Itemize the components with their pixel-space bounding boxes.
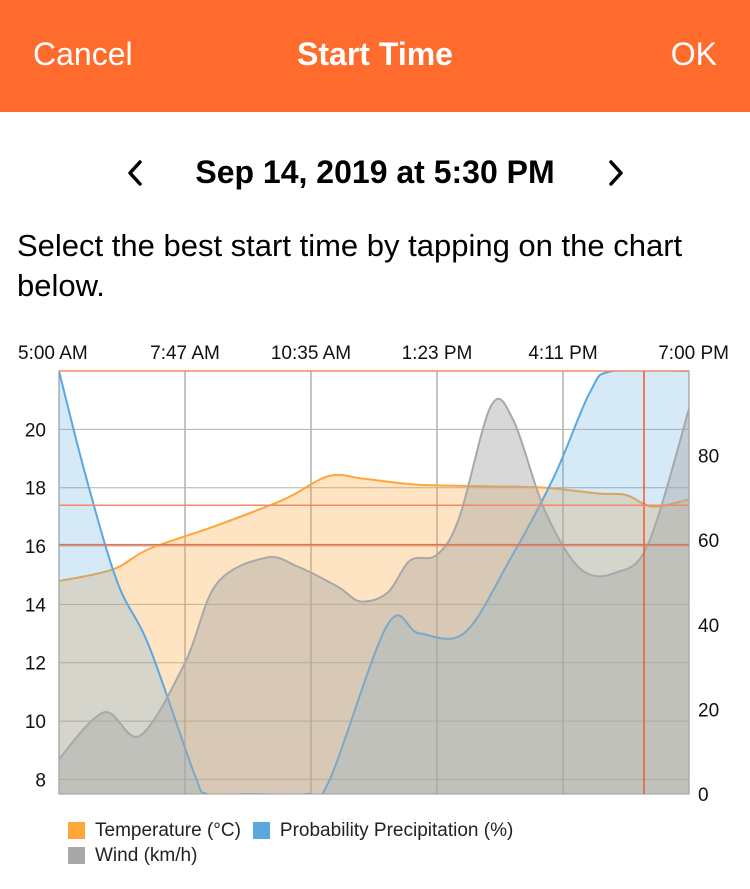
weather-chart[interactable]: 5:00 AM 7:47 AM 10:35 AM 1:23 PM 4:11 PM 7:00… — [0, 330, 750, 810]
right-tick-label: 0 — [698, 785, 709, 806]
previous-date-button[interactable] — [115, 150, 155, 196]
x-tick-label: 7:47 AM — [150, 343, 220, 364]
selection-marker — [59, 370, 689, 794]
legend-label-wind: Wind (km/h) — [95, 844, 198, 866]
series-line-temperature — [59, 473, 689, 582]
chevron-right-icon — [609, 160, 623, 186]
series-line-precipitation — [59, 371, 689, 794]
left-tick-label: 16 — [25, 537, 46, 558]
left-tick-label: 8 — [35, 770, 46, 791]
cancel-button[interactable]: Cancel — [33, 36, 133, 72]
legend-label-temperature: Temperature (°C) — [95, 819, 241, 841]
weather-chart-container[interactable]: 5:00 AM 7:47 AM 10:35 AM 1:23 PM 4:11 PM 7:00… — [0, 330, 750, 889]
chart-grid — [58, 370, 690, 795]
nav-bar: Cancel Start Time OK — [0, 0, 750, 112]
x-tick-label: 1:23 PM — [402, 343, 473, 364]
legend-swatch-temperature — [68, 822, 85, 839]
x-tick-label: 4:11 PM — [528, 343, 597, 364]
right-tick-label: 60 — [698, 531, 719, 552]
legend-label-precipitation: Probability Precipitation (%) — [279, 819, 514, 841]
left-axis-ticks: 8 10 12 14 16 18 20 — [25, 420, 47, 791]
left-tick-label: 14 — [25, 595, 47, 616]
left-tick-label: 18 — [25, 479, 46, 500]
chart-series — [59, 371, 689, 794]
x-tick-label: 7:00 PM — [658, 343, 729, 364]
legend-item-precipitation: Probability Precipitation (%) — [252, 819, 514, 842]
next-date-button[interactable] — [596, 150, 636, 196]
series-area-wind — [59, 398, 689, 794]
plot-area — [58, 370, 690, 795]
series-area-precipitation — [59, 371, 689, 794]
chevron-left-icon — [128, 160, 142, 186]
legend-item-wind: Wind (km/h) — [68, 845, 197, 867]
ok-button[interactable]: OK — [670, 36, 717, 72]
date-selector: Sep 14, 2019 at 5:30 PM — [0, 150, 750, 196]
right-tick-label: 40 — [698, 616, 719, 637]
legend-swatch-precipitation — [252, 822, 270, 839]
left-tick-label: 20 — [25, 420, 46, 441]
series-line-wind — [59, 397, 689, 760]
x-axis-ticks: 5:00 AM 7:47 AM 10:35 AM 1:23 PM 4:11 PM 7:00… — [18, 343, 729, 364]
series-area-temperature — [59, 474, 689, 794]
x-tick-label: 10:35 AM — [271, 343, 351, 364]
x-tick-label: 5:00 AM — [18, 343, 88, 364]
selected-date: Sep 14, 2019 at 5:30 PM — [195, 154, 555, 190]
right-tick-label: 80 — [698, 447, 719, 468]
left-tick-label: 10 — [25, 712, 46, 733]
left-tick-label: 12 — [25, 654, 46, 675]
legend-item-temperature: Temperature (°C) — [68, 820, 241, 842]
legend-swatch-wind — [68, 847, 85, 864]
chart-legend: Temperature (°C) Probability Precipitati… — [68, 818, 525, 868]
right-tick-label: 20 — [698, 700, 719, 721]
instructions-text: Select the best start time by tapping on… — [17, 228, 683, 303]
right-axis-ticks: 0 20 40 60 80 — [698, 447, 719, 806]
